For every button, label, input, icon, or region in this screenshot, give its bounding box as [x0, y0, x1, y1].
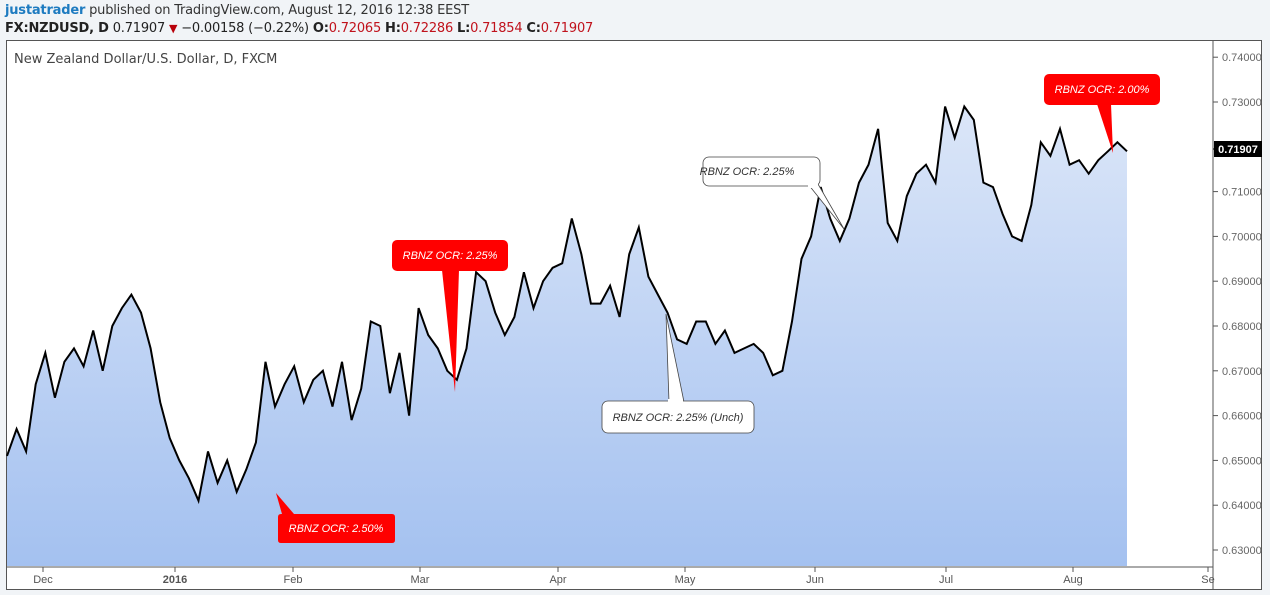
svg-text:RBNZ OCR: 2.25%: RBNZ OCR: 2.25%	[700, 166, 795, 178]
high-value: 0.72286	[400, 21, 454, 36]
price-change: −0.00158 (−0.22%)	[181, 21, 309, 36]
price-tick-label: 0.71000	[1222, 187, 1262, 199]
price-tick-label: 0.73000	[1222, 97, 1262, 109]
down-triangle-icon: ▼	[169, 22, 178, 35]
time-tick-label: Se	[1201, 574, 1214, 586]
time-axis[interactable]: Dec 2016 Feb Mar Apr May Jun Jul Aug Se	[33, 567, 1215, 586]
callout-ocr-225-unch[interactable]: RBNZ OCR: 2.25% (Unch)	[601, 313, 755, 434]
time-tick-label: Jun	[806, 574, 824, 586]
callout-ocr-225-march[interactable]: RBNZ OCR: 2.25%	[392, 240, 508, 392]
price-tick-label: 0.74000	[1222, 52, 1262, 64]
chart-title: New Zealand Dollar/U.S. Dollar, D, FXCM	[14, 52, 278, 67]
price-tick-label: 0.65000	[1222, 455, 1262, 467]
time-tick-label: Mar	[411, 574, 430, 586]
price-area	[6, 104, 1128, 566]
low-value: 0.71854	[470, 21, 523, 36]
close-value: 0.71907	[540, 21, 594, 36]
publish-text: published on TradingView.com, August 12,…	[89, 3, 469, 18]
high-label: H:	[385, 21, 401, 36]
open-label: O:	[312, 21, 329, 36]
time-tick-label: May	[675, 574, 696, 586]
time-tick-label: Feb	[284, 574, 303, 586]
time-tick-label: Jul	[939, 574, 953, 586]
svg-text:RBNZ OCR: 2.50%: RBNZ OCR: 2.50%	[289, 523, 384, 535]
svg-text:RBNZ OCR: 2.25%: RBNZ OCR: 2.25%	[403, 250, 498, 262]
low-label: L:	[457, 21, 471, 36]
close-label: C:	[526, 21, 541, 36]
svg-text:RBNZ OCR: 2.25% (Unch): RBNZ OCR: 2.25% (Unch)	[613, 412, 744, 424]
price-tick-label: 0.63000	[1222, 545, 1262, 557]
price-tick-label: 0.70000	[1222, 231, 1262, 243]
last-price: 0.71907	[112, 21, 166, 36]
time-tick-label: 2016	[163, 574, 187, 586]
svg-text:0.71907: 0.71907	[1218, 144, 1258, 156]
price-tick-label: 0.66000	[1222, 411, 1262, 423]
symbol-name: FX:NZDUSD, D	[5, 21, 109, 36]
price-tick-label: 0.69000	[1222, 276, 1262, 288]
time-tick-label: Dec	[33, 574, 53, 586]
symbol-legend: FX:NZDUSD, D 0.71907 ▼ −0.00158 (−0.22%)…	[5, 21, 593, 36]
time-tick-label: Aug	[1063, 574, 1083, 586]
price-tick-label: 0.68000	[1222, 321, 1262, 333]
callout-ocr-225-june[interactable]: RBNZ OCR: 2.25%	[700, 156, 845, 230]
callout-ocr-250[interactable]: RBNZ OCR: 2.50%	[276, 493, 395, 543]
last-price-badge: 0.71907	[1213, 141, 1262, 157]
price-tick-label: 0.67000	[1222, 366, 1262, 378]
price-axis[interactable]: 0.74000 0.73000 0.71000 0.70000 0.69000 0.680…	[1213, 52, 1262, 557]
open-value: 0.72065	[328, 21, 382, 36]
author-link[interactable]: justatrader	[5, 3, 86, 18]
time-tick-label: Apr	[549, 574, 566, 586]
price-tick-label: 0.64000	[1222, 500, 1262, 512]
publish-info: justatrader published on TradingView.com…	[5, 3, 469, 18]
callout-ocr-200[interactable]: RBNZ OCR: 2.00%	[1044, 74, 1160, 153]
svg-text:RBNZ OCR: 2.00%: RBNZ OCR: 2.00%	[1055, 84, 1150, 96]
